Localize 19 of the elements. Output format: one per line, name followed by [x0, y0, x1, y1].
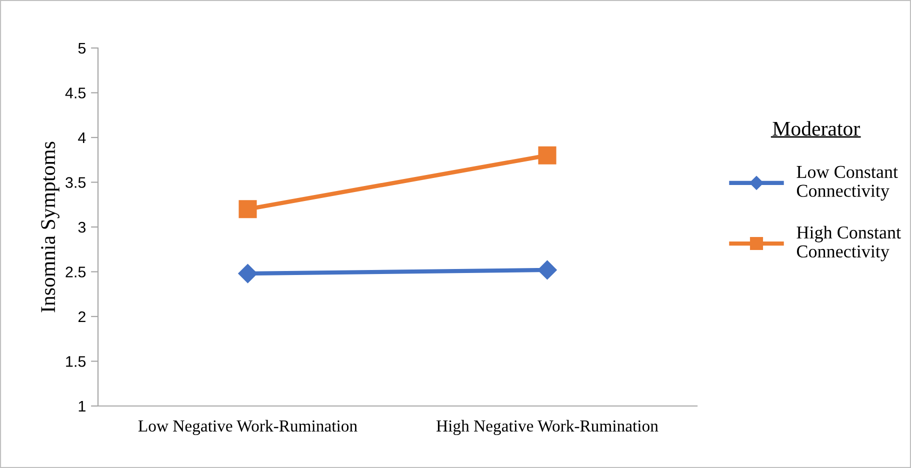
x-tick-label: Low Negative Work-Rumination — [138, 420, 358, 436]
point — [238, 264, 258, 284]
point — [238, 200, 257, 218]
point — [538, 260, 557, 280]
legend-label: High Constant Connectivity — [796, 226, 901, 262]
y-tick-label: 3 — [78, 222, 86, 233]
point — [538, 146, 556, 164]
y-tick-label: 4.5 — [65, 88, 86, 98]
legend-label: Low Constant Connectivity — [796, 166, 898, 201]
y-tick-label: 5 — [78, 43, 86, 54]
legend-title: Moderator — [772, 121, 860, 136]
y-tick-label: 4 — [78, 132, 86, 144]
y-tick-label: 1 — [78, 401, 86, 412]
y-tick-label: 1.5 — [66, 356, 86, 367]
y-tick-label: 3.5 — [66, 177, 86, 188]
y-tick-label: 2 — [78, 311, 86, 322]
y-axis-title: Insomnia Symptoms — [41, 142, 60, 312]
x-tick-label: High Negative Work-Rumination — [436, 420, 658, 436]
y-tick-label: 2.5 — [66, 266, 86, 278]
